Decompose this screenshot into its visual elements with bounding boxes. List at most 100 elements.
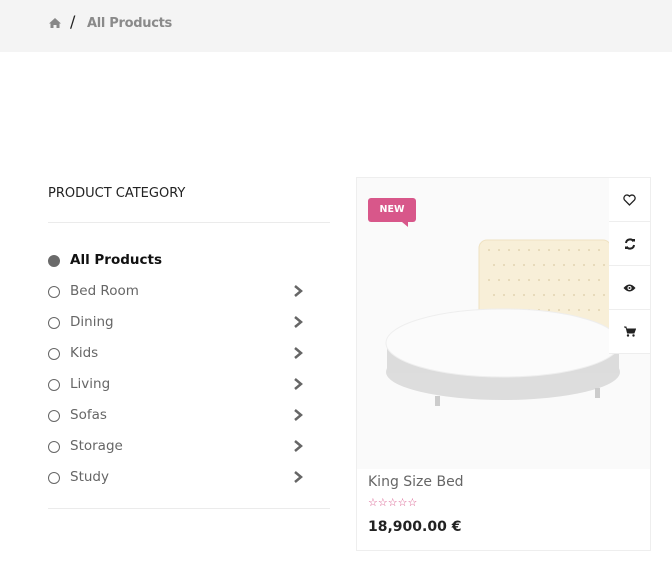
tuft — [513, 294, 515, 296]
tuft — [568, 309, 570, 311]
tuft — [528, 279, 530, 281]
tuft — [598, 309, 600, 311]
home-icon[interactable] — [48, 16, 62, 30]
tuft — [523, 264, 525, 266]
bed-image — [385, 239, 621, 406]
category-item[interactable]: Sofas — [48, 406, 308, 428]
product-actions — [609, 178, 650, 354]
tuft — [548, 279, 550, 281]
tuft — [508, 279, 510, 281]
cart-icon — [623, 326, 636, 337]
category-label[interactable]: Storage — [70, 438, 123, 454]
add-to-cart-button[interactable] — [609, 310, 650, 354]
category-item[interactable]: Living — [48, 375, 308, 397]
tuft — [578, 249, 580, 251]
tuft — [498, 279, 500, 281]
tuft — [543, 264, 545, 266]
tuft — [588, 279, 590, 281]
category-label[interactable]: Living — [70, 376, 111, 392]
category-title: PRODUCT CATEGORY — [48, 186, 186, 201]
tuft — [578, 309, 580, 311]
tuft — [518, 279, 520, 281]
tuft — [558, 279, 560, 281]
chevron-right-icon[interactable] — [291, 438, 305, 454]
category-label[interactable]: Bed Room — [70, 283, 139, 299]
tuft — [593, 264, 595, 266]
tuft — [603, 294, 605, 296]
quick-view-button[interactable] — [609, 266, 650, 310]
tuft — [588, 309, 590, 311]
chevron-right-icon[interactable] — [291, 469, 305, 485]
rating-stars: ☆☆☆☆☆ — [368, 496, 418, 509]
tuft — [573, 264, 575, 266]
compare-button[interactable] — [609, 222, 650, 266]
product-card[interactable]: NEW King Size Bed ☆☆☆☆☆ 18,900.00 € — [356, 177, 651, 551]
wishlist-button[interactable] — [609, 178, 650, 222]
breadcrumb-bar: / All Products — [0, 0, 672, 52]
category-label[interactable]: Sofas — [70, 407, 107, 423]
product-name[interactable]: King Size Bed — [368, 474, 464, 490]
tuft — [548, 249, 550, 251]
category-radio[interactable] — [48, 379, 60, 391]
tuft — [603, 264, 605, 266]
category-item[interactable]: All Products — [48, 251, 308, 273]
category-radio[interactable] — [48, 410, 60, 422]
category-label[interactable]: Dining — [70, 314, 114, 330]
tuft — [493, 294, 495, 296]
category-radio[interactable] — [48, 317, 60, 329]
category-item[interactable]: Study — [48, 468, 308, 490]
tuft — [553, 294, 555, 296]
tuft — [573, 294, 575, 296]
tuft — [513, 264, 515, 266]
new-badge: NEW — [368, 198, 416, 227]
tuft — [553, 264, 555, 266]
category-label[interactable]: Kids — [70, 345, 99, 361]
tuft — [578, 279, 580, 281]
tuft — [548, 309, 550, 311]
category-radio[interactable] — [48, 348, 60, 360]
tuft — [528, 249, 530, 251]
tuft — [588, 249, 590, 251]
tuft — [533, 294, 535, 296]
tuft — [538, 279, 540, 281]
chevron-right-icon[interactable] — [291, 407, 305, 423]
tuft — [503, 264, 505, 266]
product-image[interactable]: NEW — [357, 178, 650, 469]
category-radio[interactable] — [48, 472, 60, 484]
category-label[interactable]: Study — [70, 469, 109, 485]
refresh-icon — [624, 237, 635, 250]
tuft — [538, 249, 540, 251]
tuft — [488, 279, 490, 281]
category-radio[interactable] — [48, 255, 60, 267]
tuft — [583, 294, 585, 296]
tuft — [598, 279, 600, 281]
tuft — [568, 249, 570, 251]
heart-icon — [623, 193, 636, 206]
tuft — [543, 294, 545, 296]
divider — [48, 222, 330, 223]
category-item[interactable]: Dining — [48, 313, 308, 335]
category-item[interactable]: Bed Room — [48, 282, 308, 304]
category-radio[interactable] — [48, 286, 60, 298]
tuft — [533, 264, 535, 266]
chevron-right-icon[interactable] — [291, 376, 305, 392]
tuft — [498, 249, 500, 251]
tuft — [558, 309, 560, 311]
category-radio[interactable] — [48, 441, 60, 453]
tuft — [488, 249, 490, 251]
breadcrumb-separator: / — [70, 12, 76, 31]
tuft — [523, 294, 525, 296]
category-item[interactable]: Storage — [48, 437, 308, 459]
category-label[interactable]: All Products — [70, 252, 162, 268]
tuft — [503, 294, 505, 296]
category-item[interactable]: Kids — [48, 344, 308, 366]
tuft — [583, 264, 585, 266]
tuft — [508, 249, 510, 251]
chevron-right-icon[interactable] — [291, 314, 305, 330]
tuft — [563, 264, 565, 266]
chevron-right-icon[interactable] — [291, 283, 305, 299]
tuft — [598, 249, 600, 251]
chevron-right-icon[interactable] — [291, 345, 305, 361]
divider — [48, 508, 330, 509]
eye-icon — [623, 284, 636, 291]
